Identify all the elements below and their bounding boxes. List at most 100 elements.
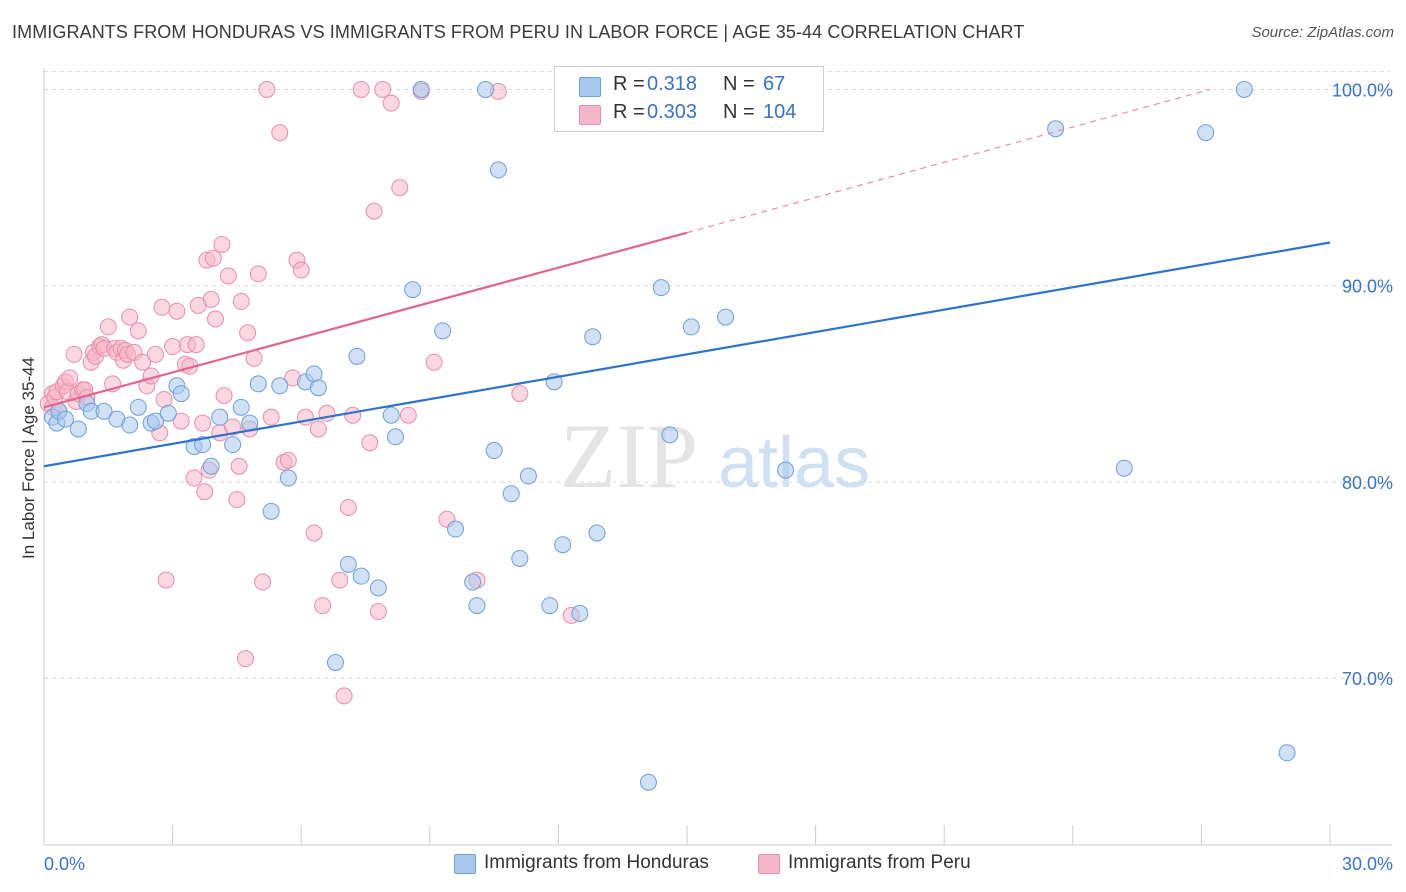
peru-point bbox=[196, 483, 214, 501]
honduras-point bbox=[468, 597, 486, 615]
peru-trend-extension bbox=[686, 88, 1211, 234]
peru-point bbox=[258, 80, 276, 98]
honduras-point bbox=[571, 604, 589, 622]
peru-point bbox=[279, 451, 297, 469]
source-credit: Source: ZipAtlas.com bbox=[1251, 24, 1394, 41]
honduras-point bbox=[1115, 459, 1133, 477]
y-tick-label: 100.0% bbox=[1332, 80, 1393, 100]
peru-point bbox=[215, 387, 233, 405]
peru-point bbox=[305, 524, 323, 542]
peru-point bbox=[232, 292, 250, 310]
honduras-point bbox=[477, 80, 495, 98]
peru-legend-swatch bbox=[758, 854, 780, 874]
peru-swatch bbox=[579, 105, 601, 125]
honduras-point bbox=[262, 502, 280, 520]
honduras-point bbox=[464, 573, 482, 591]
x-tick-label: 30.0% bbox=[1342, 854, 1393, 874]
honduras-point bbox=[56, 410, 74, 428]
honduras-point bbox=[1235, 80, 1253, 98]
honduras-point bbox=[1047, 120, 1065, 138]
peru-point bbox=[228, 491, 246, 509]
correlation-legend: R = 0.318 N = 67 R = 0.303 N = 104 bbox=[554, 66, 824, 132]
honduras-point bbox=[1197, 124, 1215, 142]
honduras-point bbox=[95, 402, 113, 420]
peru-point bbox=[391, 179, 409, 197]
honduras-point bbox=[717, 308, 735, 326]
n-label: N = bbox=[723, 73, 755, 95]
honduras-point bbox=[159, 404, 177, 422]
peru-point bbox=[194, 414, 212, 432]
peru-point bbox=[399, 406, 417, 424]
honduras-point bbox=[339, 555, 357, 573]
honduras-point bbox=[211, 408, 229, 426]
honduras-point bbox=[352, 567, 370, 585]
peru-point bbox=[202, 290, 220, 308]
peru-point bbox=[249, 265, 267, 283]
honduras-point bbox=[541, 597, 559, 615]
honduras-point bbox=[382, 406, 400, 424]
peru-point bbox=[219, 267, 237, 285]
honduras-point bbox=[387, 428, 405, 446]
r-label: R = bbox=[613, 101, 645, 123]
peru-point bbox=[374, 80, 392, 98]
watermark: ZIP atlas bbox=[560, 405, 870, 507]
honduras-point bbox=[519, 467, 537, 485]
honduras-point bbox=[584, 328, 602, 346]
honduras-legend-label: Immigrants from Honduras bbox=[484, 852, 709, 873]
honduras-point bbox=[271, 377, 289, 395]
honduras-point bbox=[1278, 744, 1296, 762]
peru-legend-label: Immigrants from Peru bbox=[788, 852, 971, 873]
trend-lines bbox=[43, 88, 1331, 468]
peru-point bbox=[511, 385, 529, 403]
honduras-point bbox=[588, 524, 606, 542]
peru-point bbox=[292, 261, 310, 279]
n-label: N = bbox=[723, 101, 755, 123]
honduras-point bbox=[404, 281, 422, 299]
peru-point bbox=[65, 345, 83, 363]
honduras-point bbox=[309, 379, 327, 397]
honduras-point bbox=[369, 579, 387, 597]
peru-point bbox=[168, 302, 186, 320]
honduras-point bbox=[202, 457, 220, 475]
peru-point bbox=[369, 602, 387, 620]
honduras-point bbox=[348, 347, 366, 365]
tick-labels: 70.0% 80.0% 90.0% 100.0% 0.0% 30.0% bbox=[44, 80, 1393, 874]
peru-point bbox=[382, 94, 400, 112]
honduras-point bbox=[447, 520, 465, 538]
peru-point bbox=[172, 412, 190, 430]
honduras-point bbox=[326, 653, 344, 671]
honduras-point bbox=[279, 469, 297, 487]
honduras-point bbox=[777, 461, 795, 479]
honduras-swatch bbox=[579, 77, 601, 97]
peru-point bbox=[204, 249, 222, 267]
honduras-r-value: 0.318 bbox=[647, 73, 698, 95]
y-tick-label: 80.0% bbox=[1342, 473, 1393, 493]
peru-point bbox=[425, 353, 443, 371]
peru-point bbox=[129, 322, 147, 340]
peru-point bbox=[153, 298, 171, 316]
honduras-point bbox=[412, 80, 430, 98]
peru-point bbox=[309, 420, 327, 438]
honduras-point bbox=[652, 279, 670, 297]
peru-point bbox=[187, 336, 205, 354]
legend-row-honduras: R = 0.318 N = 67 bbox=[555, 73, 823, 101]
peru-point bbox=[230, 457, 248, 475]
peru-r-value: 0.303 bbox=[647, 101, 698, 123]
honduras-legend-swatch bbox=[454, 854, 476, 874]
peru-point bbox=[352, 80, 370, 98]
legend-row-peru: R = 0.303 N = 104 bbox=[555, 101, 823, 129]
peru-point bbox=[271, 124, 289, 142]
r-label: R = bbox=[613, 73, 645, 95]
y-tick-label: 90.0% bbox=[1342, 277, 1393, 297]
peru-point bbox=[157, 571, 175, 589]
peru-point bbox=[61, 369, 79, 387]
honduras-point bbox=[69, 420, 87, 438]
honduras-point bbox=[129, 398, 147, 416]
peru-point bbox=[99, 318, 117, 336]
honduras-point bbox=[232, 398, 250, 416]
peru-point bbox=[344, 406, 362, 424]
honduras-point bbox=[489, 161, 507, 179]
grid-lines bbox=[44, 70, 1390, 679]
peru-point bbox=[236, 650, 254, 668]
